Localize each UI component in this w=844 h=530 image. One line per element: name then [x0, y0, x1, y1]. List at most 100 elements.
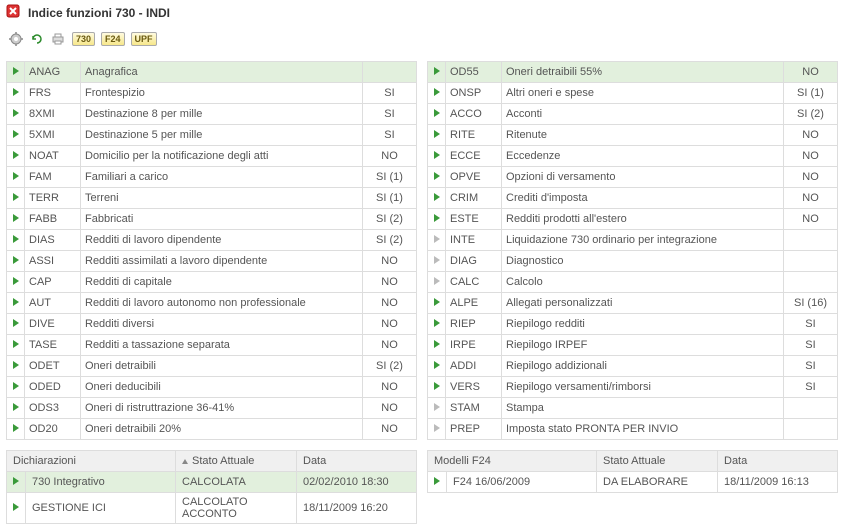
play-icon[interactable]: [7, 377, 25, 398]
function-row[interactable]: FABBFabbricatiSI (2): [7, 209, 417, 230]
play-icon[interactable]: [428, 83, 446, 104]
play-icon[interactable]: [7, 62, 25, 83]
badge-730[interactable]: 730: [72, 32, 95, 46]
function-row[interactable]: VERSRiepilogo versamenti/rimborsiSI: [428, 377, 838, 398]
function-row[interactable]: CALCCalcolo: [428, 272, 838, 293]
function-row[interactable]: ACCOAccontiSI (2): [428, 104, 838, 125]
gear-icon[interactable]: [8, 31, 24, 47]
play-icon[interactable]: [7, 293, 25, 314]
play-icon[interactable]: [7, 125, 25, 146]
play-icon[interactable]: [428, 209, 446, 230]
table-header[interactable]: Modelli F24: [428, 451, 597, 472]
function-status: [784, 272, 838, 293]
play-icon[interactable]: [428, 188, 446, 209]
function-row[interactable]: CRIMCrediti d'impostaNO: [428, 188, 838, 209]
function-row[interactable]: FAMFamiliari a caricoSI (1): [7, 167, 417, 188]
function-row[interactable]: FRSFrontespizioSI: [7, 83, 417, 104]
play-icon[interactable]: [7, 419, 25, 440]
row-date: 02/02/2010 18:30: [297, 472, 417, 493]
play-icon[interactable]: [7, 493, 26, 524]
function-row[interactable]: OD20Oneri detraibili 20%NO: [7, 419, 417, 440]
function-row[interactable]: ASSIRedditi assimilati a lavoro dipenden…: [7, 251, 417, 272]
play-icon[interactable]: [7, 472, 26, 493]
printer-icon[interactable]: [50, 31, 66, 47]
function-row[interactable]: RITERitenuteNO: [428, 125, 838, 146]
function-desc: Oneri detraibili 55%: [502, 62, 784, 83]
function-row[interactable]: ANAGAnagrafica: [7, 62, 417, 83]
function-row[interactable]: OD55Oneri detraibili 55%NO: [428, 62, 838, 83]
play-icon[interactable]: [428, 293, 446, 314]
play-icon[interactable]: [7, 356, 25, 377]
function-status: SI: [784, 377, 838, 398]
function-row[interactable]: RIEPRiepilogo redditiSI: [428, 314, 838, 335]
refresh-icon[interactable]: [30, 32, 44, 46]
function-row[interactable]: TASERedditi a tassazione separataNO: [7, 335, 417, 356]
play-icon[interactable]: [7, 146, 25, 167]
function-row[interactable]: ALPEAllegati personalizzatiSI (16): [428, 293, 838, 314]
function-row[interactable]: 8XMIDestinazione 8 per milleSI: [7, 104, 417, 125]
play-icon[interactable]: [428, 272, 446, 293]
play-icon[interactable]: [7, 335, 25, 356]
badge-upf[interactable]: UPF: [131, 32, 157, 46]
play-icon[interactable]: [428, 62, 446, 83]
function-row[interactable]: IRPERiepilogo IRPEFSI: [428, 335, 838, 356]
function-row[interactable]: OPVEOpzioni di versamentoNO: [428, 167, 838, 188]
function-row[interactable]: DIVERedditi diversiNO: [7, 314, 417, 335]
play-icon[interactable]: [428, 104, 446, 125]
play-icon[interactable]: [428, 472, 447, 493]
close-icon[interactable]: [6, 4, 20, 21]
play-icon[interactable]: [428, 167, 446, 188]
function-row[interactable]: ADDIRiepilogo addizionaliSI: [428, 356, 838, 377]
play-icon[interactable]: [7, 104, 25, 125]
function-desc: Terreni: [81, 188, 363, 209]
play-icon[interactable]: [428, 377, 446, 398]
play-icon[interactable]: [7, 314, 25, 335]
play-icon[interactable]: [428, 230, 446, 251]
play-icon[interactable]: [428, 125, 446, 146]
badge-f24[interactable]: F24: [101, 32, 125, 46]
play-icon[interactable]: [428, 314, 446, 335]
play-icon[interactable]: [428, 335, 446, 356]
table-header[interactable]: Stato Attuale: [597, 451, 718, 472]
function-row[interactable]: CAPRedditi di capitaleNO: [7, 272, 417, 293]
table-row[interactable]: F24 16/06/2009DA ELABORARE18/11/2009 16:…: [428, 472, 838, 493]
play-icon[interactable]: [428, 419, 446, 440]
function-row[interactable]: 5XMIDestinazione 5 per milleSI: [7, 125, 417, 146]
play-icon[interactable]: [7, 83, 25, 104]
function-row[interactable]: DIAGDiagnostico: [428, 251, 838, 272]
function-row[interactable]: STAMStampa: [428, 398, 838, 419]
table-header[interactable]: Data: [297, 451, 417, 472]
function-row[interactable]: AUTRedditi di lavoro autonomo non profes…: [7, 293, 417, 314]
play-icon[interactable]: [428, 398, 446, 419]
play-icon[interactable]: [428, 356, 446, 377]
function-status: [363, 62, 417, 83]
play-icon[interactable]: [7, 251, 25, 272]
function-row[interactable]: PREPImposta stato PRONTA PER INVIO: [428, 419, 838, 440]
function-desc: Anagrafica: [81, 62, 363, 83]
function-row[interactable]: INTELiquidazione 730 ordinario per integ…: [428, 230, 838, 251]
table-header[interactable]: Stato Attuale: [176, 451, 297, 472]
play-icon[interactable]: [7, 209, 25, 230]
play-icon[interactable]: [7, 167, 25, 188]
function-row[interactable]: NOATDomicilio per la notificazione degli…: [7, 146, 417, 167]
function-row[interactable]: ODEDOneri deducibiliNO: [7, 377, 417, 398]
function-row[interactable]: ECCEEccedenzeNO: [428, 146, 838, 167]
play-icon[interactable]: [7, 272, 25, 293]
play-icon[interactable]: [428, 251, 446, 272]
table-row[interactable]: 730 IntegrativoCALCOLATA02/02/2010 18:30: [7, 472, 417, 493]
play-icon[interactable]: [7, 398, 25, 419]
table-header[interactable]: Data: [718, 451, 838, 472]
function-row[interactable]: TERRTerreniSI (1): [7, 188, 417, 209]
function-row[interactable]: DIASRedditi di lavoro dipendenteSI (2): [7, 230, 417, 251]
function-row[interactable]: ONSPAltri oneri e speseSI (1): [428, 83, 838, 104]
function-desc: Riepilogo redditi: [502, 314, 784, 335]
table-header[interactable]: Dichiarazioni: [7, 451, 176, 472]
function-row[interactable]: ODS3Oneri di ristruttrazione 36-41%NO: [7, 398, 417, 419]
function-row[interactable]: ESTERedditi prodotti all'esteroNO: [428, 209, 838, 230]
play-icon[interactable]: [7, 230, 25, 251]
play-icon[interactable]: [428, 146, 446, 167]
function-code: IRPE: [446, 335, 502, 356]
play-icon[interactable]: [7, 188, 25, 209]
function-row[interactable]: ODETOneri detraibiliSI (2): [7, 356, 417, 377]
table-row[interactable]: GESTIONE ICICALCOLATO ACCONTO18/11/2009 …: [7, 493, 417, 524]
